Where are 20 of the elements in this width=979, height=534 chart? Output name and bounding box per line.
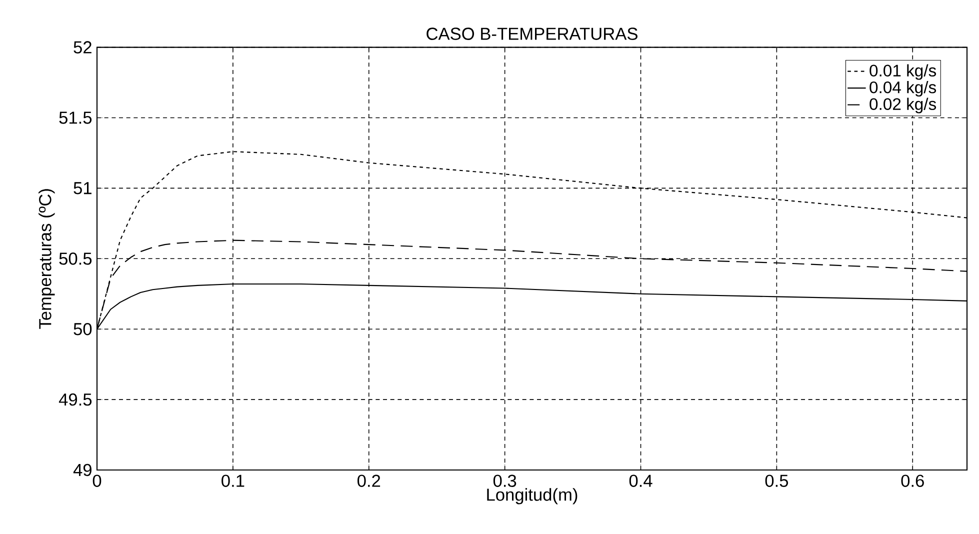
x-tick-label: 0 bbox=[92, 474, 102, 487]
x-tick-label: 0.4 bbox=[629, 474, 652, 487]
x-tick-label: 0.2 bbox=[358, 474, 380, 487]
legend-label: 0.04 kg/s bbox=[870, 81, 936, 97]
y-tick-label: 49.5 bbox=[58, 393, 92, 406]
chart-title: CASO B-TEMPERATURAS bbox=[426, 28, 638, 40]
y-tick-label: 49 bbox=[73, 464, 92, 476]
x-axis-title: Longitud(m) bbox=[487, 488, 578, 504]
y-tick-label: 50.5 bbox=[59, 252, 92, 265]
y-tick-label: 51 bbox=[74, 182, 92, 194]
x-tick-label: 0.3 bbox=[493, 474, 516, 487]
y-tick-label: 51.5 bbox=[59, 112, 92, 124]
y-tick-label: 52 bbox=[74, 41, 92, 54]
legend-label: 0.01 kg/s bbox=[870, 64, 936, 80]
legend-label: 0.02 kg/s bbox=[870, 98, 936, 114]
y-tick-label: 50 bbox=[74, 322, 92, 336]
x-tick-label: 0.6 bbox=[901, 474, 924, 487]
y-axis-title: Temperaturas (ºC) bbox=[38, 189, 55, 329]
x-tick-label: 0.5 bbox=[765, 474, 788, 487]
x-tick-label: 0.1 bbox=[222, 474, 244, 487]
